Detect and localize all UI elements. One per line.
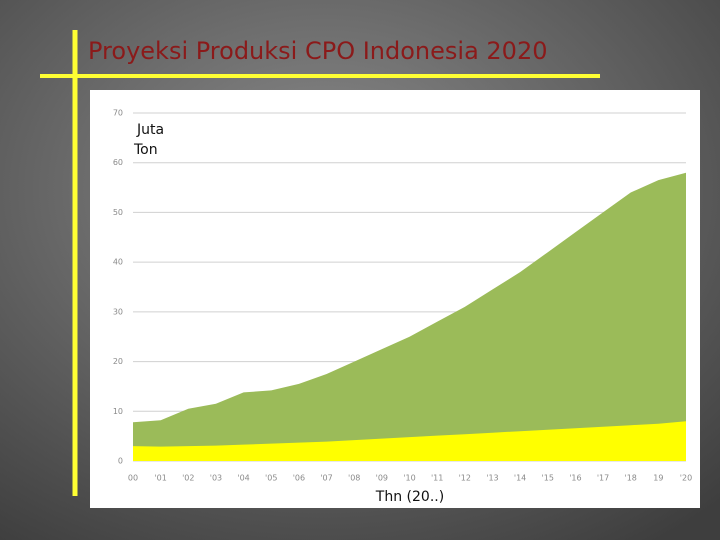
- x-tick-label: '07: [320, 474, 332, 483]
- x-tick-label: '13: [486, 474, 498, 483]
- x-tick-label: '04: [237, 474, 249, 483]
- x-axis-label: Thn (20..): [375, 489, 444, 505]
- x-tick-label: '12: [459, 474, 471, 483]
- x-tick-label: '15: [542, 474, 554, 483]
- x-tick-label: '03: [210, 474, 222, 483]
- x-tick-label: '02: [182, 474, 194, 483]
- x-tick-label: '06: [293, 474, 305, 483]
- x-tick-label: '05: [265, 474, 277, 483]
- x-tick-label: 19: [653, 474, 663, 483]
- x-tick-label: '14: [514, 474, 526, 483]
- y-axis-label: Juta: [136, 122, 164, 138]
- y-tick-label: 60: [113, 158, 123, 167]
- x-tick-label: '10: [403, 474, 415, 483]
- y-tick-label: 30: [113, 307, 123, 316]
- y-axis-label: Ton: [133, 142, 158, 158]
- area: [133, 172, 686, 461]
- x-tick-label: '01: [154, 474, 166, 483]
- x-tick-label: '18: [625, 474, 637, 483]
- y-tick-label: 0: [118, 457, 123, 466]
- plot: 0 10 20 30 40 50 60 70 00 '01 '02 '03 '04 '05 '06 '07 '0…: [113, 109, 692, 483]
- x-tick-label: '09: [376, 474, 388, 483]
- y-tick-label: 10: [113, 407, 123, 416]
- x-tick-label: '20: [680, 474, 692, 483]
- y-tick-label: 70: [113, 109, 123, 118]
- x-tick-label: '11: [431, 474, 443, 483]
- y-tick-label: 20: [113, 357, 123, 366]
- chart-title: Proyeksi Produksi CPO Indonesia 2020: [88, 37, 547, 65]
- x-tick-label: '17: [597, 474, 609, 483]
- y-tick-label: 50: [113, 208, 123, 217]
- x-tick-label: 00: [128, 474, 138, 483]
- y-tick-label: 40: [113, 258, 123, 267]
- x-tick-label: '08: [348, 474, 360, 483]
- area: [133, 421, 686, 461]
- x-tick-label: '16: [569, 474, 581, 483]
